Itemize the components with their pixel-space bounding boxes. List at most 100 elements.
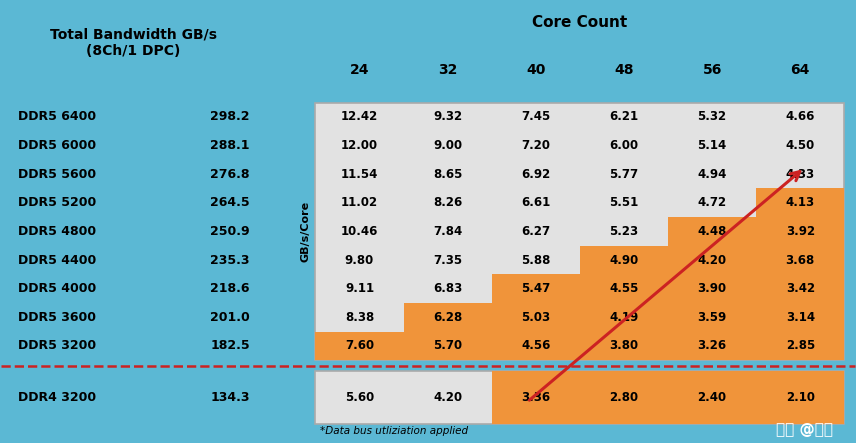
Text: DDR5 6400: DDR5 6400: [19, 110, 97, 124]
Text: 11.54: 11.54: [341, 168, 378, 181]
Text: 3.80: 3.80: [609, 339, 639, 352]
Text: DDR5 5200: DDR5 5200: [19, 196, 97, 209]
Text: 4.19: 4.19: [609, 311, 639, 324]
Text: 5.70: 5.70: [433, 339, 462, 352]
Text: 11.02: 11.02: [341, 196, 378, 209]
Text: 6.83: 6.83: [433, 282, 462, 295]
Bar: [580, 246, 668, 274]
Bar: [668, 303, 756, 331]
Text: 3.68: 3.68: [786, 253, 815, 267]
Text: DDR5 4000: DDR5 4000: [19, 282, 97, 295]
Text: 32: 32: [438, 62, 457, 77]
Text: 9.00: 9.00: [433, 139, 462, 152]
Text: 3.90: 3.90: [698, 282, 727, 295]
Text: 2.40: 2.40: [698, 391, 727, 404]
Text: 3.42: 3.42: [786, 282, 815, 295]
Text: 6.92: 6.92: [521, 168, 550, 181]
Bar: [756, 246, 844, 274]
Text: 4.56: 4.56: [521, 339, 550, 352]
Text: 24: 24: [350, 62, 369, 77]
Text: 5.60: 5.60: [345, 391, 374, 404]
Bar: [756, 371, 844, 424]
Text: DDR5 3200: DDR5 3200: [19, 339, 97, 352]
Text: 6.28: 6.28: [433, 311, 462, 324]
Text: 56: 56: [703, 62, 722, 77]
Text: 2.10: 2.10: [786, 391, 815, 404]
Text: 48: 48: [615, 62, 633, 77]
Text: 3.14: 3.14: [786, 311, 815, 324]
Text: *Data bus utliziation applied: *Data bus utliziation applied: [319, 426, 467, 436]
Text: 8.38: 8.38: [345, 311, 374, 324]
Text: 4.94: 4.94: [698, 168, 727, 181]
Bar: [580, 331, 668, 360]
Text: 264.5: 264.5: [211, 196, 250, 209]
Text: 5.03: 5.03: [521, 311, 550, 324]
Bar: [315, 371, 844, 424]
Text: 12.00: 12.00: [341, 139, 378, 152]
Bar: [491, 331, 580, 360]
Text: 5.14: 5.14: [698, 139, 727, 152]
Text: 4.20: 4.20: [698, 253, 727, 267]
Text: 298.2: 298.2: [211, 110, 250, 124]
Text: Total Bandwidth GB/s
(8Ch/1 DPC): Total Bandwidth GB/s (8Ch/1 DPC): [51, 28, 217, 58]
Bar: [668, 274, 756, 303]
Text: 8.65: 8.65: [433, 168, 462, 181]
Text: 7.20: 7.20: [521, 139, 550, 152]
Text: 3.92: 3.92: [786, 225, 815, 238]
Text: 5.88: 5.88: [521, 253, 550, 267]
Text: 7.45: 7.45: [521, 110, 550, 124]
Text: 6.00: 6.00: [609, 139, 639, 152]
Text: 10.46: 10.46: [341, 225, 378, 238]
Text: DDR5 6000: DDR5 6000: [19, 139, 97, 152]
Text: 知乎 @老狼: 知乎 @老狼: [776, 422, 833, 437]
Text: Core Count: Core Count: [532, 15, 627, 30]
Bar: [668, 331, 756, 360]
Bar: [756, 274, 844, 303]
Bar: [580, 274, 668, 303]
Text: DDR5 5600: DDR5 5600: [19, 168, 97, 181]
Text: 276.8: 276.8: [211, 168, 250, 181]
Text: 4.72: 4.72: [698, 196, 727, 209]
Text: DDR5 4800: DDR5 4800: [19, 225, 97, 238]
Bar: [315, 103, 844, 360]
Text: DDR5 3600: DDR5 3600: [19, 311, 97, 324]
Bar: [315, 331, 403, 360]
Bar: [668, 371, 756, 424]
Text: 4.13: 4.13: [786, 196, 815, 209]
Text: 4.48: 4.48: [698, 225, 727, 238]
Bar: [403, 331, 491, 360]
Text: 9.80: 9.80: [345, 253, 374, 267]
Text: 6.27: 6.27: [521, 225, 550, 238]
Bar: [491, 303, 580, 331]
Text: 4.33: 4.33: [786, 168, 815, 181]
Text: 40: 40: [526, 62, 545, 77]
Text: 3.59: 3.59: [698, 311, 727, 324]
Text: 250.9: 250.9: [211, 225, 250, 238]
Text: 12.42: 12.42: [341, 110, 378, 124]
Bar: [580, 371, 668, 424]
Text: 5.32: 5.32: [698, 110, 727, 124]
Text: 9.32: 9.32: [433, 110, 462, 124]
Bar: [668, 246, 756, 274]
Text: 7.35: 7.35: [433, 253, 462, 267]
Text: 2.80: 2.80: [609, 391, 639, 404]
Text: 218.6: 218.6: [211, 282, 250, 295]
Bar: [756, 188, 844, 217]
Text: 3.26: 3.26: [698, 339, 727, 352]
Text: 64: 64: [791, 62, 810, 77]
Text: 4.90: 4.90: [609, 253, 639, 267]
Text: 2.85: 2.85: [786, 339, 815, 352]
Text: 5.47: 5.47: [521, 282, 550, 295]
Text: 6.61: 6.61: [521, 196, 550, 209]
Text: DDR4 3200: DDR4 3200: [19, 391, 97, 404]
Text: 6.21: 6.21: [609, 110, 639, 124]
Bar: [491, 371, 580, 424]
Bar: [668, 217, 756, 246]
Text: 182.5: 182.5: [211, 339, 250, 352]
Bar: [403, 303, 491, 331]
Text: 235.3: 235.3: [211, 253, 250, 267]
Text: 3.36: 3.36: [521, 391, 550, 404]
Text: 9.11: 9.11: [345, 282, 374, 295]
Text: 7.60: 7.60: [345, 339, 374, 352]
Text: 5.77: 5.77: [609, 168, 639, 181]
